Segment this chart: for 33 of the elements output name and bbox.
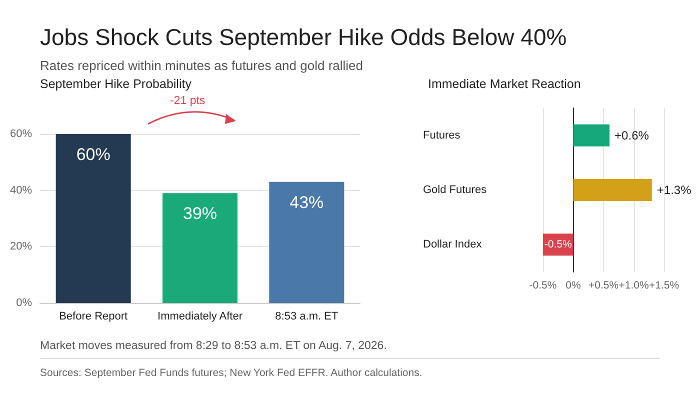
- bar: [269, 182, 344, 303]
- bar: [573, 124, 610, 146]
- y-tick-label: Futures: [423, 129, 461, 142]
- bar: [162, 193, 238, 303]
- x-tick-label: 0%: [566, 280, 581, 292]
- text: -21 pts: [170, 95, 206, 107]
- x-tick-label: +0.5%: [588, 280, 619, 292]
- data-label: +1.3%: [656, 183, 692, 197]
- text: Rates repriced within minutes as futures and gold rallied: [40, 58, 364, 73]
- source-note: Sources: September Fed Funds futures; New York Fed EFFR. Author calculations.: [40, 367, 422, 379]
- x-tick-label: 8:53 a.m. ET: [275, 310, 338, 322]
- y-tick-label: 20%: [10, 240, 32, 253]
- x-tick-label: +1.5%: [648, 280, 680, 292]
- text: Jobs Shock Cuts September Hike Odds Below 40%: [40, 24, 567, 51]
- x-tick-label: -0.5%: [529, 280, 557, 292]
- x-tick-label: +1.0%: [618, 280, 649, 292]
- bar: [573, 179, 652, 201]
- data-label: -0.5%: [544, 238, 572, 251]
- chart-title: September Hike Probability: [40, 77, 192, 91]
- x-tick-label: Immediately After: [158, 310, 243, 322]
- bar: [56, 134, 131, 303]
- y-tick-label: 0%: [16, 297, 32, 309]
- y-tick-label: 60%: [10, 128, 32, 140]
- y-tick-label: 40%: [10, 184, 32, 196]
- text: Market moves measured from 8:29 to 8:53 a.m. ET on Aug. 7, 2026.: [40, 340, 387, 352]
- y-tick-label: Dollar Index: [423, 238, 482, 251]
- data-label: 39%: [182, 204, 218, 224]
- y-tick-label: Gold Futures: [423, 184, 488, 196]
- x-tick-label: Before Report: [59, 310, 128, 322]
- chart-title: Immediate Market Reaction: [428, 77, 581, 91]
- data-label: 60%: [76, 145, 110, 164]
- data-label: +0.6%: [614, 128, 650, 142]
- data-label: 43%: [290, 192, 324, 212]
